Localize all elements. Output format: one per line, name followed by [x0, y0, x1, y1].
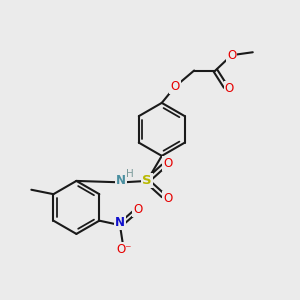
Text: O: O [227, 49, 236, 62]
Text: O: O [170, 80, 180, 93]
Text: O⁻: O⁻ [117, 243, 132, 256]
Text: N: N [116, 174, 126, 188]
Text: S: S [142, 174, 152, 188]
Text: O: O [163, 157, 172, 170]
Text: O: O [163, 192, 172, 205]
Text: N: N [115, 216, 125, 229]
Text: H: H [125, 169, 133, 179]
Text: O: O [225, 82, 234, 95]
Text: O: O [133, 203, 142, 216]
